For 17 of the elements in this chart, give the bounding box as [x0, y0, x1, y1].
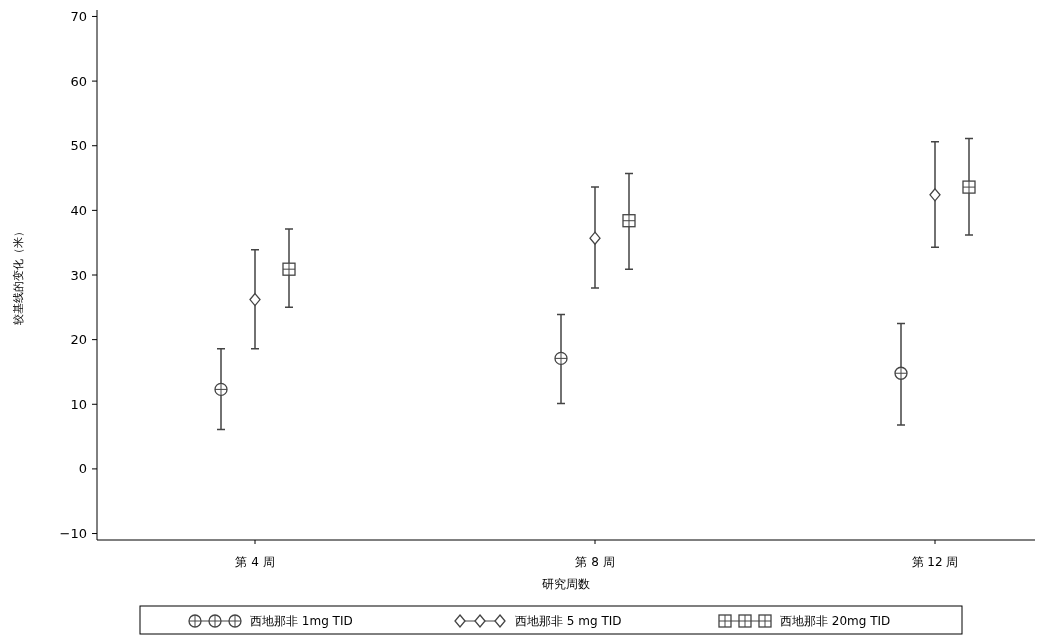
x-tick-label: 第 4 周 — [235, 555, 275, 569]
y-tick-label: 50 — [70, 138, 87, 154]
y-axis-title: 较基线的变化（米） — [12, 225, 25, 325]
x-tick-label: 第 8 周 — [575, 555, 615, 569]
x-tick-label: 第 12 周 — [911, 555, 959, 569]
legend-label: 西地那非 20mg TID — [780, 614, 891, 629]
y-tick-label: 30 — [70, 267, 87, 283]
legend-label: 西地那非 5 mg TID — [515, 614, 622, 629]
y-tick-label: 70 — [70, 9, 87, 25]
y-tick-label: 0 — [78, 461, 87, 477]
x-axis-title: 研究周数 — [542, 577, 590, 591]
y-tick-label: −10 — [59, 526, 87, 542]
y-tick-label: 40 — [70, 202, 87, 218]
legend-label: 西地那非 1mg TID — [250, 614, 353, 629]
y-tick-label: 60 — [70, 73, 87, 89]
y-tick-label: 10 — [70, 396, 87, 412]
y-tick-label: 20 — [70, 332, 87, 348]
